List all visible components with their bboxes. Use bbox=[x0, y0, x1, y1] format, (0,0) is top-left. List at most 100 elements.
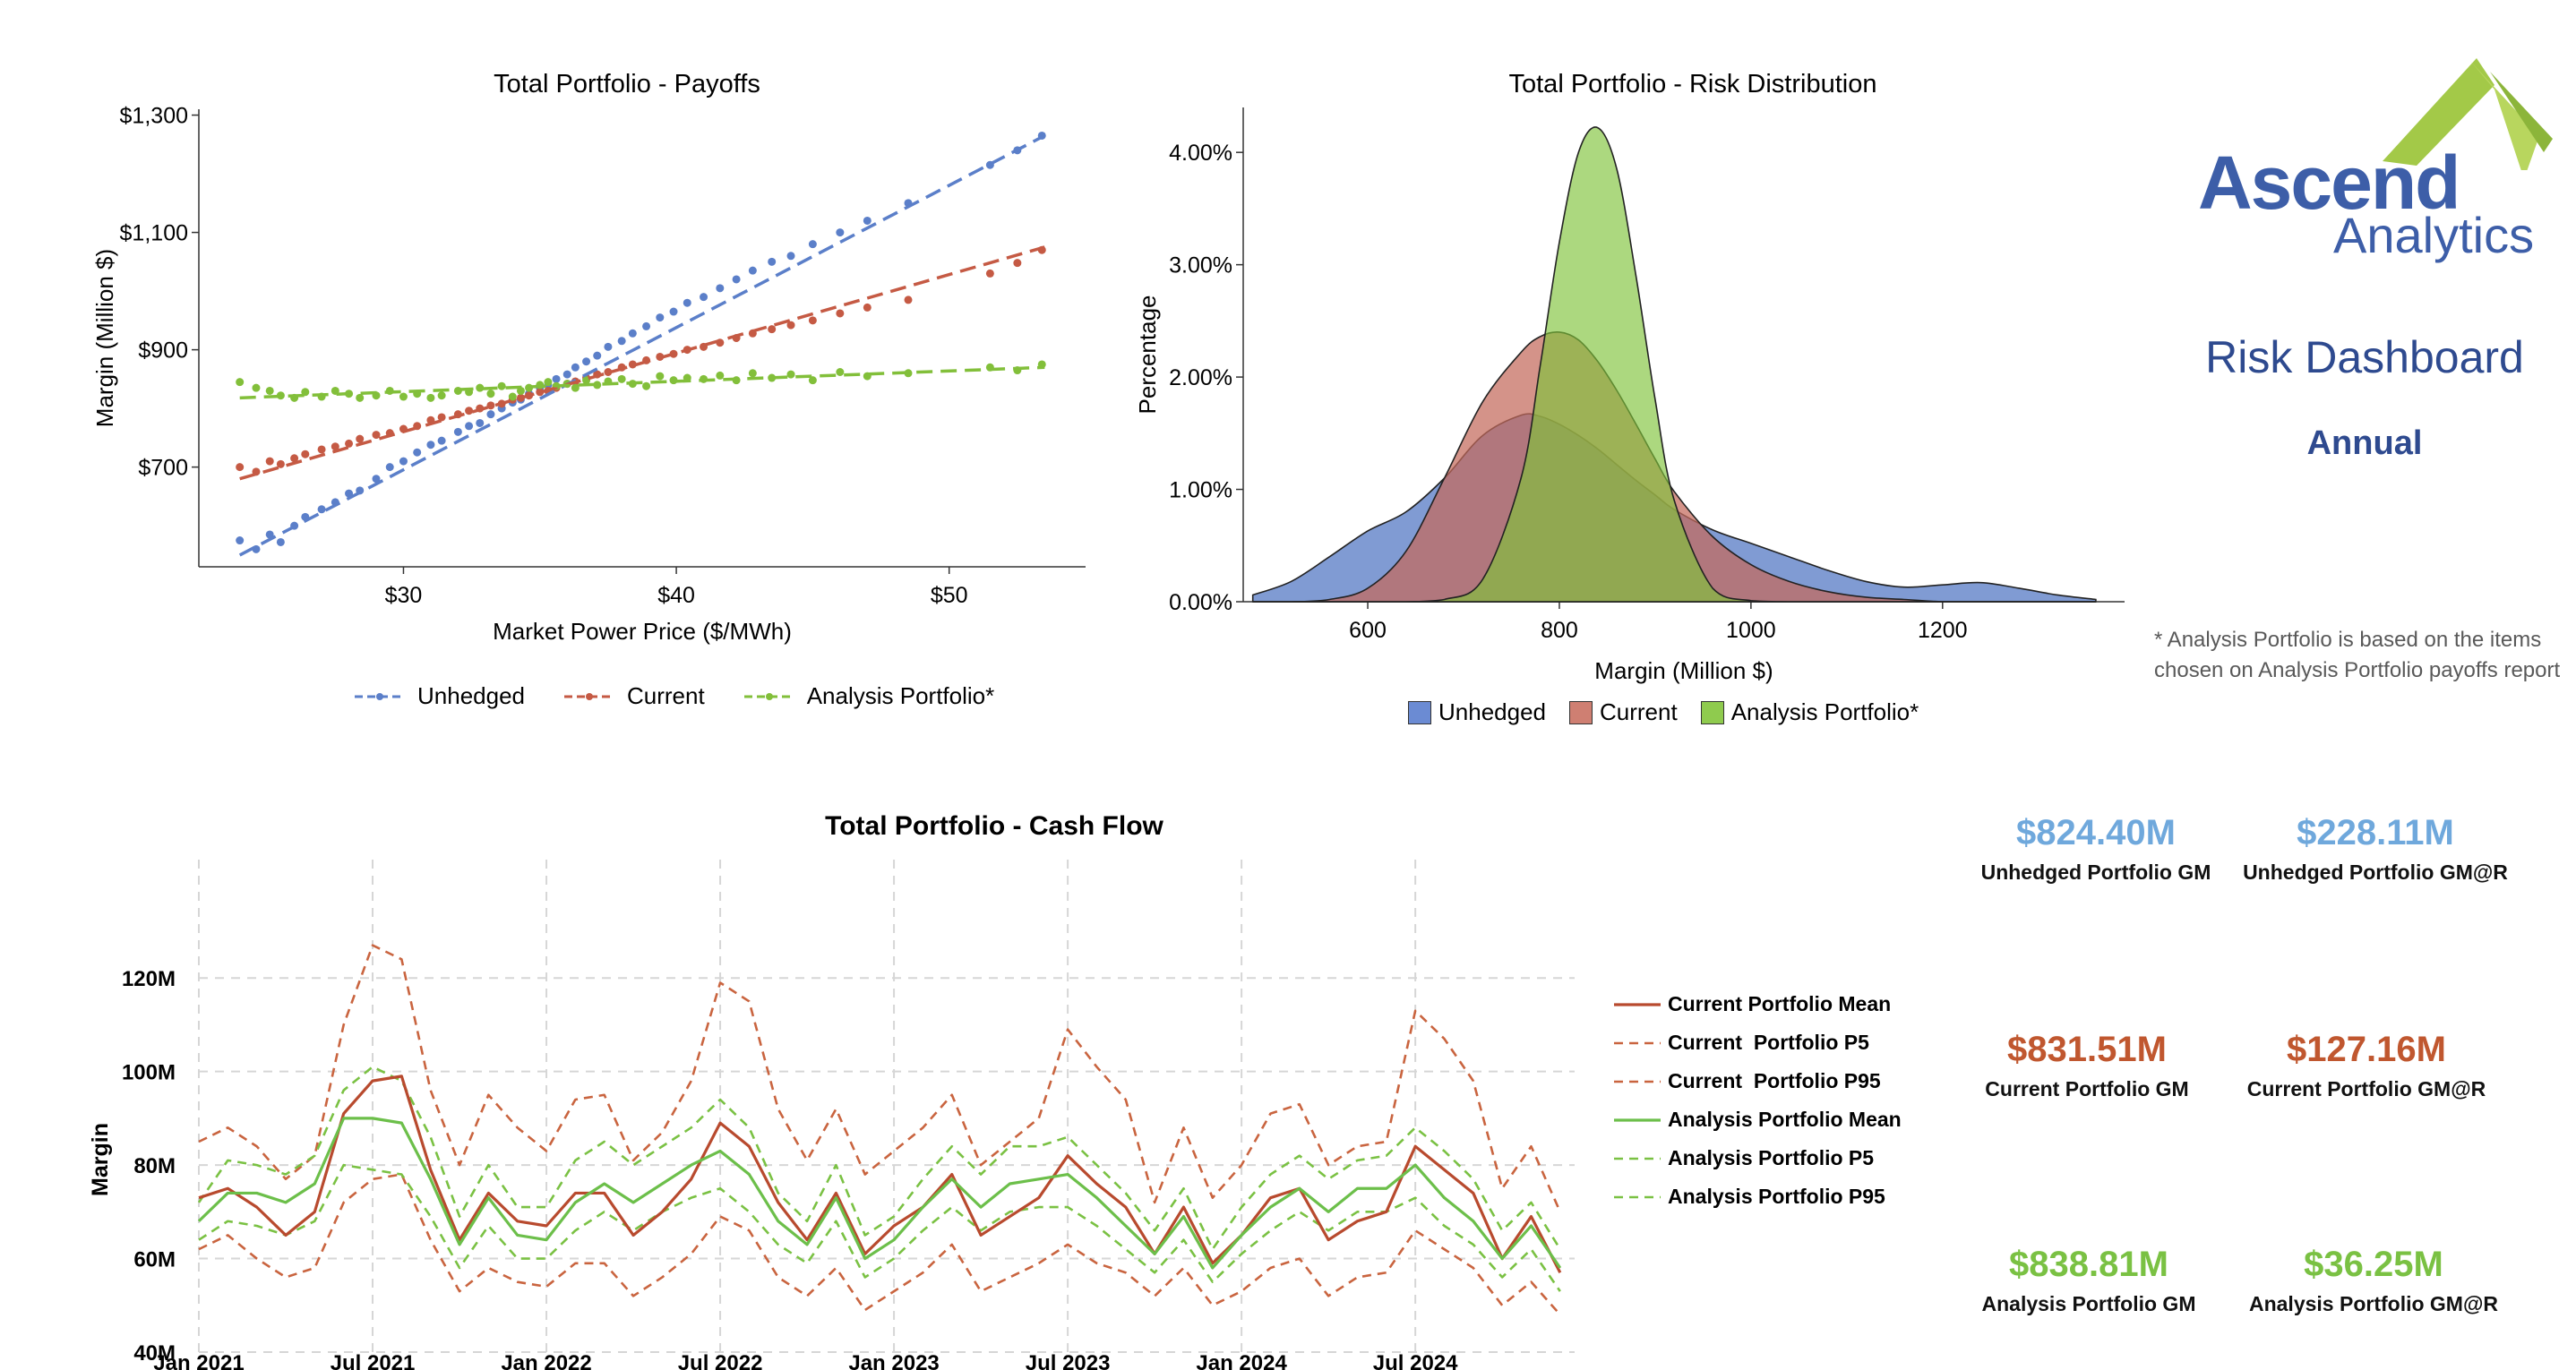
cash-legend-label: Analysis Portfolio P95 bbox=[1668, 1185, 1885, 1208]
y-tick-label: 2.00% bbox=[1169, 365, 1232, 390]
kpi-label: Analysis Portfolio GM@R bbox=[2248, 1292, 2498, 1315]
point-unhedged bbox=[656, 313, 665, 322]
point-unhedged bbox=[593, 351, 602, 360]
current-mean-line bbox=[198, 1075, 1562, 1273]
point-current bbox=[486, 401, 495, 410]
y-tick-label: $700 bbox=[138, 456, 188, 481]
point-current bbox=[331, 442, 339, 451]
x-tick-label: 800 bbox=[1541, 618, 1578, 643]
cash-legend-swatch bbox=[1614, 1080, 1661, 1083]
point-current bbox=[276, 459, 285, 468]
point-unhedged bbox=[642, 321, 651, 330]
cash-legend-label: Current Portfolio P95 bbox=[1668, 1069, 1881, 1092]
cash-legend-item: Analysis Portfolio P95 bbox=[1612, 1177, 1988, 1216]
legend-unhedged-swatch bbox=[355, 692, 405, 700]
point-unhedged bbox=[372, 475, 381, 484]
kpi-label: Current Portfolio GM@R bbox=[2246, 1077, 2486, 1100]
point-unhedged bbox=[317, 505, 326, 514]
legend-unhedged-fill bbox=[1408, 700, 1431, 724]
cash-legend-label: Current Portfolio P5 bbox=[1668, 1031, 1869, 1054]
y-tick-label: 120M bbox=[122, 967, 176, 991]
x-tick-label: Jul 2023 bbox=[1026, 1351, 1111, 1370]
point-unhedged bbox=[836, 228, 845, 237]
point-current bbox=[768, 325, 777, 334]
point-unhedged bbox=[808, 240, 817, 249]
point-current bbox=[536, 388, 545, 397]
y-tick-label: 4.00% bbox=[1169, 141, 1232, 166]
x-tick-label: Jan 2024 bbox=[1196, 1351, 1287, 1370]
point-unhedged bbox=[716, 284, 725, 293]
payoffs-legend: Unhedged Current Analysis Portfolio* bbox=[351, 682, 994, 710]
kpi-analysis-gm: $838.81M Analysis Portfolio GM bbox=[1892, 1245, 2286, 1316]
logo-mark-icon bbox=[2383, 58, 2553, 170]
point-current bbox=[290, 454, 299, 463]
x-tick-label: Jul 2022 bbox=[678, 1351, 763, 1370]
point-unhedged bbox=[399, 457, 408, 466]
point-analysis bbox=[544, 378, 553, 387]
trend-line-unhedged bbox=[238, 133, 1046, 557]
point-analysis bbox=[808, 376, 817, 385]
cash-legend-swatch bbox=[1614, 1195, 1661, 1198]
point-analysis bbox=[426, 393, 435, 402]
cash-legend-item: Current Portfolio Mean bbox=[1612, 985, 1988, 1023]
x-tick-label: Jan 2021 bbox=[153, 1351, 244, 1370]
cash-legend-item: Analysis Portfolio P5 bbox=[1612, 1139, 1988, 1177]
point-unhedged bbox=[276, 537, 285, 546]
point-analysis bbox=[486, 390, 495, 398]
x-tick-label: $30 bbox=[385, 583, 423, 608]
point-unhedged bbox=[683, 298, 691, 307]
point-analysis bbox=[582, 376, 591, 385]
point-current bbox=[628, 360, 637, 369]
point-unhedged bbox=[748, 266, 757, 275]
point-unhedged bbox=[385, 463, 394, 472]
kpi-current-gm: $831.51M Current Portfolio GM bbox=[1890, 1030, 2284, 1101]
x-axis-label: Market Power Price ($/MWh) bbox=[493, 618, 792, 645]
point-analysis bbox=[716, 371, 725, 380]
trend-line-analysis bbox=[239, 365, 1045, 400]
x-tick-label: Jan 2022 bbox=[501, 1351, 591, 1370]
y-tick-label: $900 bbox=[138, 338, 188, 364]
point-current bbox=[317, 445, 326, 454]
kpi-label: Analysis Portfolio GM bbox=[1981, 1292, 2196, 1315]
point-unhedged bbox=[486, 410, 495, 419]
cash-legend-item: Analysis Portfolio Mean bbox=[1612, 1100, 1988, 1139]
y-tick-label: 0.00% bbox=[1169, 590, 1232, 615]
point-unhedged bbox=[571, 363, 580, 372]
x-tick-label: Jul 2021 bbox=[331, 1351, 416, 1370]
x-axis-label: Margin (Million $) bbox=[1594, 657, 1773, 684]
cash-flow-legend: Current Portfolio Mean Current Portfolio … bbox=[1612, 985, 1988, 1216]
point-analysis bbox=[252, 383, 261, 392]
cash-legend-item: Current Portfolio P95 bbox=[1612, 1062, 1988, 1100]
point-analysis bbox=[265, 386, 274, 395]
payoffs-chart: $700 $900 $1,100 $1,300 $30 $40 $50 Market Powe… bbox=[91, 104, 1086, 645]
x-tick-label: 1200 bbox=[1918, 618, 1968, 643]
point-analysis bbox=[593, 381, 602, 390]
point-current bbox=[465, 407, 474, 415]
x-tick-label: Jan 2023 bbox=[848, 1351, 939, 1370]
kpi-label: Unhedged Portfolio GM bbox=[1980, 861, 2211, 884]
point-unhedged bbox=[768, 257, 777, 266]
trend-line-current bbox=[239, 245, 1045, 481]
legend-current-swatch bbox=[564, 692, 614, 700]
dashboard-period: Annual bbox=[2306, 424, 2423, 462]
kpi-label: Unhedged Portfolio GM@R bbox=[2243, 861, 2508, 884]
point-analysis bbox=[836, 367, 845, 376]
legend-analysis-swatch bbox=[743, 692, 794, 700]
point-analysis bbox=[399, 392, 408, 401]
point-unhedged bbox=[252, 544, 261, 553]
cash-flow-title: Total Portfolio - Cash Flow bbox=[825, 811, 1163, 841]
point-analysis bbox=[786, 370, 795, 379]
kpi-unhedged-gmar: $228.11M Unhedged Portfolio GM@R bbox=[2178, 813, 2572, 885]
cash-legend-label: Current Portfolio Mean bbox=[1668, 992, 1892, 1015]
point-current bbox=[437, 413, 446, 422]
point-unhedged bbox=[582, 357, 591, 366]
kpi-unhedged-gm: $824.40M Unhedged Portfolio GM bbox=[1899, 813, 2293, 885]
point-current bbox=[836, 309, 845, 318]
cash-legend-label: Analysis Portfolio Mean bbox=[1668, 1108, 1902, 1131]
y-axis-label: Margin bbox=[88, 1123, 113, 1196]
point-analysis bbox=[748, 369, 757, 378]
x-tick-label: $40 bbox=[657, 583, 695, 608]
current-p5-line bbox=[198, 1173, 1561, 1316]
cash-legend-item: Current Portfolio P5 bbox=[1612, 1023, 1988, 1062]
analysis-p5-line bbox=[198, 1163, 1561, 1292]
